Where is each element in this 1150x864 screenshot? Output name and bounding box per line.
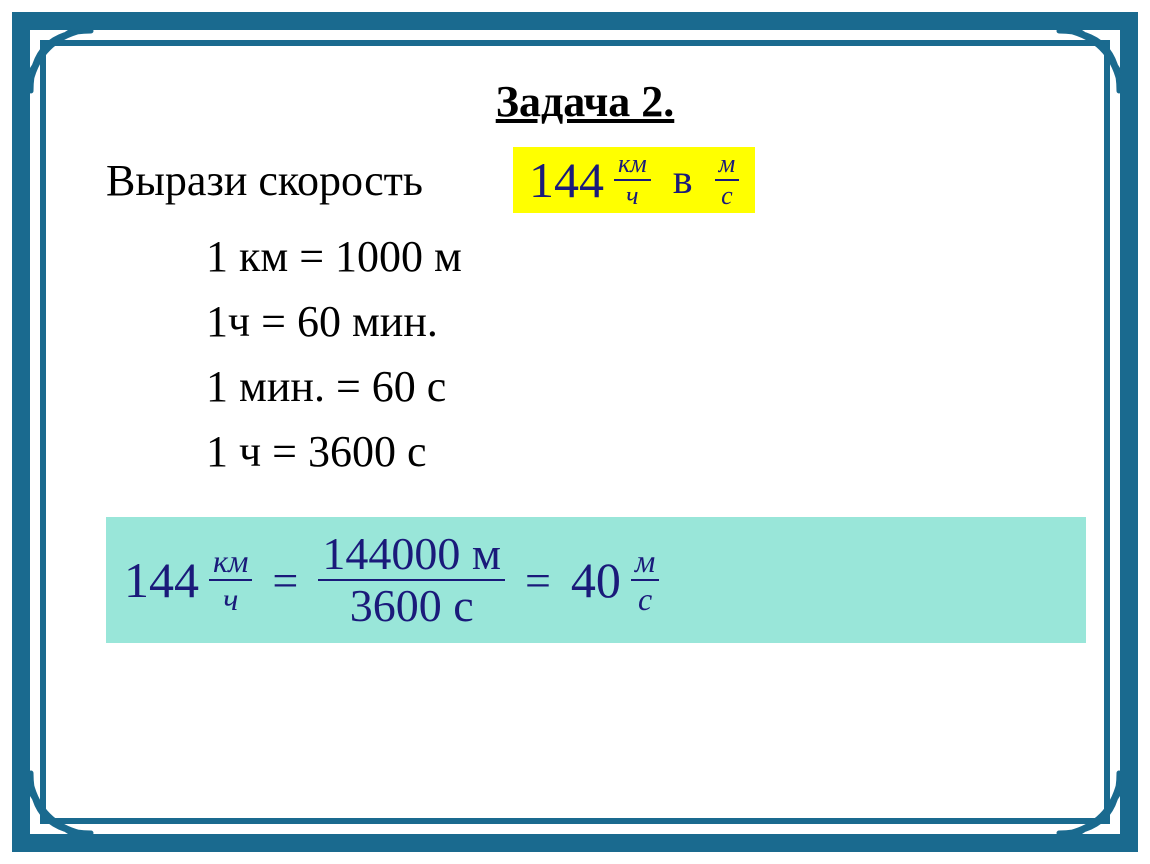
lhs-unit: км ч [209,545,252,615]
value: 144 [529,151,604,209]
from-value: 144 км ч [529,151,651,209]
prompt-row: Вырази скорость 144 км ч в м с [106,147,1064,213]
solution-lhs: 144 км ч [124,545,252,615]
conversion-list: 1 км = 1000 м 1ч = 60 мин. 1 мин. = 60 с… [206,231,1064,477]
corner-ornament-icon [1054,26,1124,96]
page: Задача 2. Вырази скорость 144 км ч в м с [0,0,1150,864]
conversion-line: 1 мин. = 60 с [206,361,1064,412]
equals-sign: = [272,554,298,607]
solution-fraction: 144000 м 3600 с [318,531,505,629]
from-unit: км ч [614,151,651,209]
solution-rhs: 40 м с [571,545,659,615]
outer-border: Задача 2. Вырази скорость 144 км ч в м с [12,12,1138,852]
equals-sign: = [525,554,551,607]
corner-ornament-icon [26,768,96,838]
conversion-line: 1 ч = 3600 с [206,426,1064,477]
solution-box: 144 км ч = 144000 м 3600 с = 40 м с [106,517,1086,643]
conversion-line: 1ч = 60 мин. [206,296,1064,347]
prompt-text: Вырази скорость [106,155,423,206]
expression-box: 144 км ч в м с [513,147,755,213]
rhs-unit: м с [631,545,659,615]
conversion-line: 1 км = 1000 м [206,231,1064,282]
task-title: Задача 2. [106,76,1064,127]
corner-ornament-icon [1054,768,1124,838]
word-in: в [673,156,693,204]
inner-border: Задача 2. Вырази скорость 144 км ч в м с [40,40,1110,824]
to-unit: м с [715,151,740,209]
corner-ornament-icon [26,26,96,96]
